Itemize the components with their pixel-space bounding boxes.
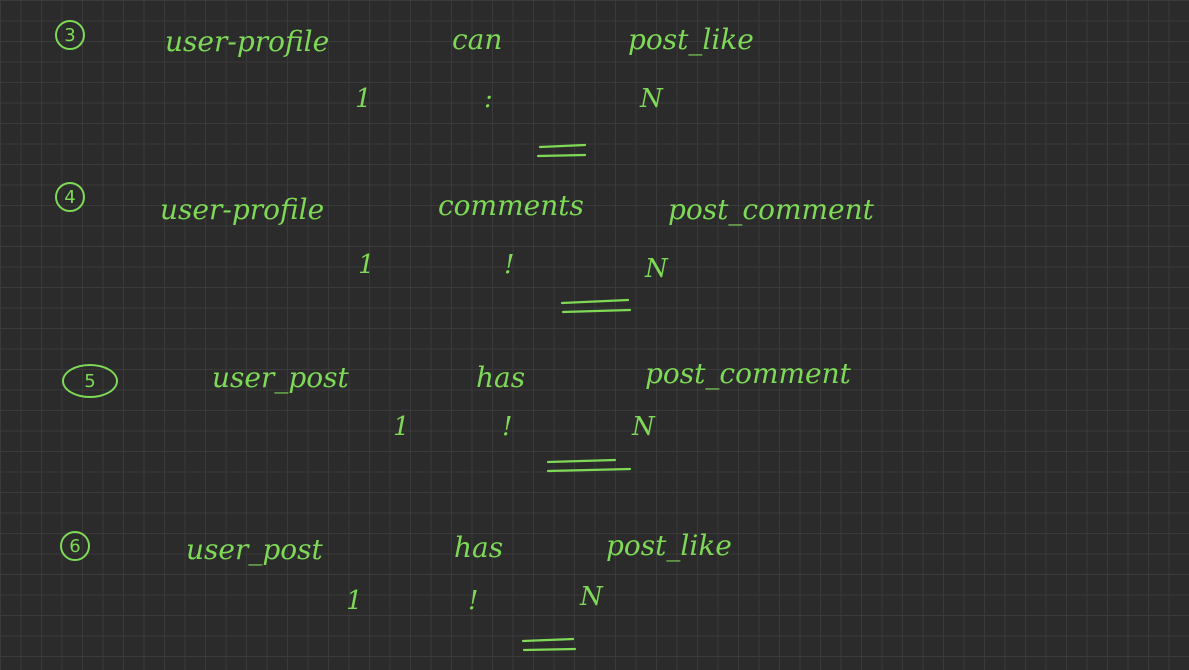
cardinality-separator: ! [504,250,515,280]
entity-a-label: user-profile [165,25,330,58]
item-number-circle: 6 [60,531,90,561]
entity-a-label: user_post [186,533,323,566]
cardinality-separator: ! [502,412,513,442]
cardinality-a: 1 [358,250,375,280]
cardinality-b: N [580,582,603,612]
cardinality-b: N [632,412,655,442]
double-underline-4 [560,298,632,314]
relation-verb-label: has [476,361,526,394]
cardinality-a: 1 [355,84,372,114]
relation-verb-label: has [454,531,504,564]
cardinality-a: 1 [393,412,410,442]
double-underline-3 [536,143,587,158]
item-number-circle: 5 [62,364,118,398]
cardinality-b: N [645,254,668,284]
entity-a-label: user_post [212,361,349,394]
relation-verb-label: can [452,23,503,56]
relation-verb-label: comments [438,189,584,222]
double-underline-5 [546,458,632,473]
entity-b-label: post_comment [645,357,851,390]
entity-b-label: post_comment [668,193,874,226]
entity-a-label: user-profile [160,193,325,226]
item-number-circle: 3 [55,20,85,50]
cardinality-b: N [640,84,663,114]
entity-b-label: post_like [606,529,732,562]
item-number-circle: 4 [55,182,85,212]
entity-b-label: post_like [628,23,754,56]
cardinality-separator: : [484,84,493,114]
double-underline-6 [521,637,577,652]
cardinality-separator: ! [468,586,479,616]
cardinality-a: 1 [346,586,363,616]
